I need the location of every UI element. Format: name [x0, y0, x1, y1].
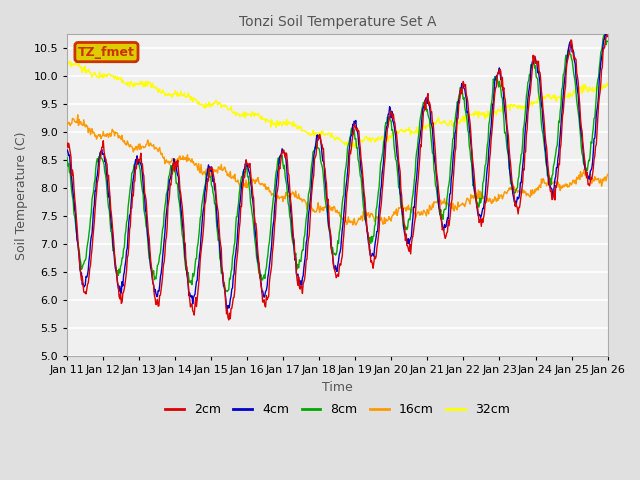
- Title: Tonzi Soil Temperature Set A: Tonzi Soil Temperature Set A: [239, 15, 436, 29]
- Text: TZ_fmet: TZ_fmet: [78, 46, 135, 59]
- Y-axis label: Soil Temperature (C): Soil Temperature (C): [15, 131, 28, 260]
- Legend: 2cm, 4cm, 8cm, 16cm, 32cm: 2cm, 4cm, 8cm, 16cm, 32cm: [160, 398, 515, 421]
- X-axis label: Time: Time: [322, 381, 353, 394]
